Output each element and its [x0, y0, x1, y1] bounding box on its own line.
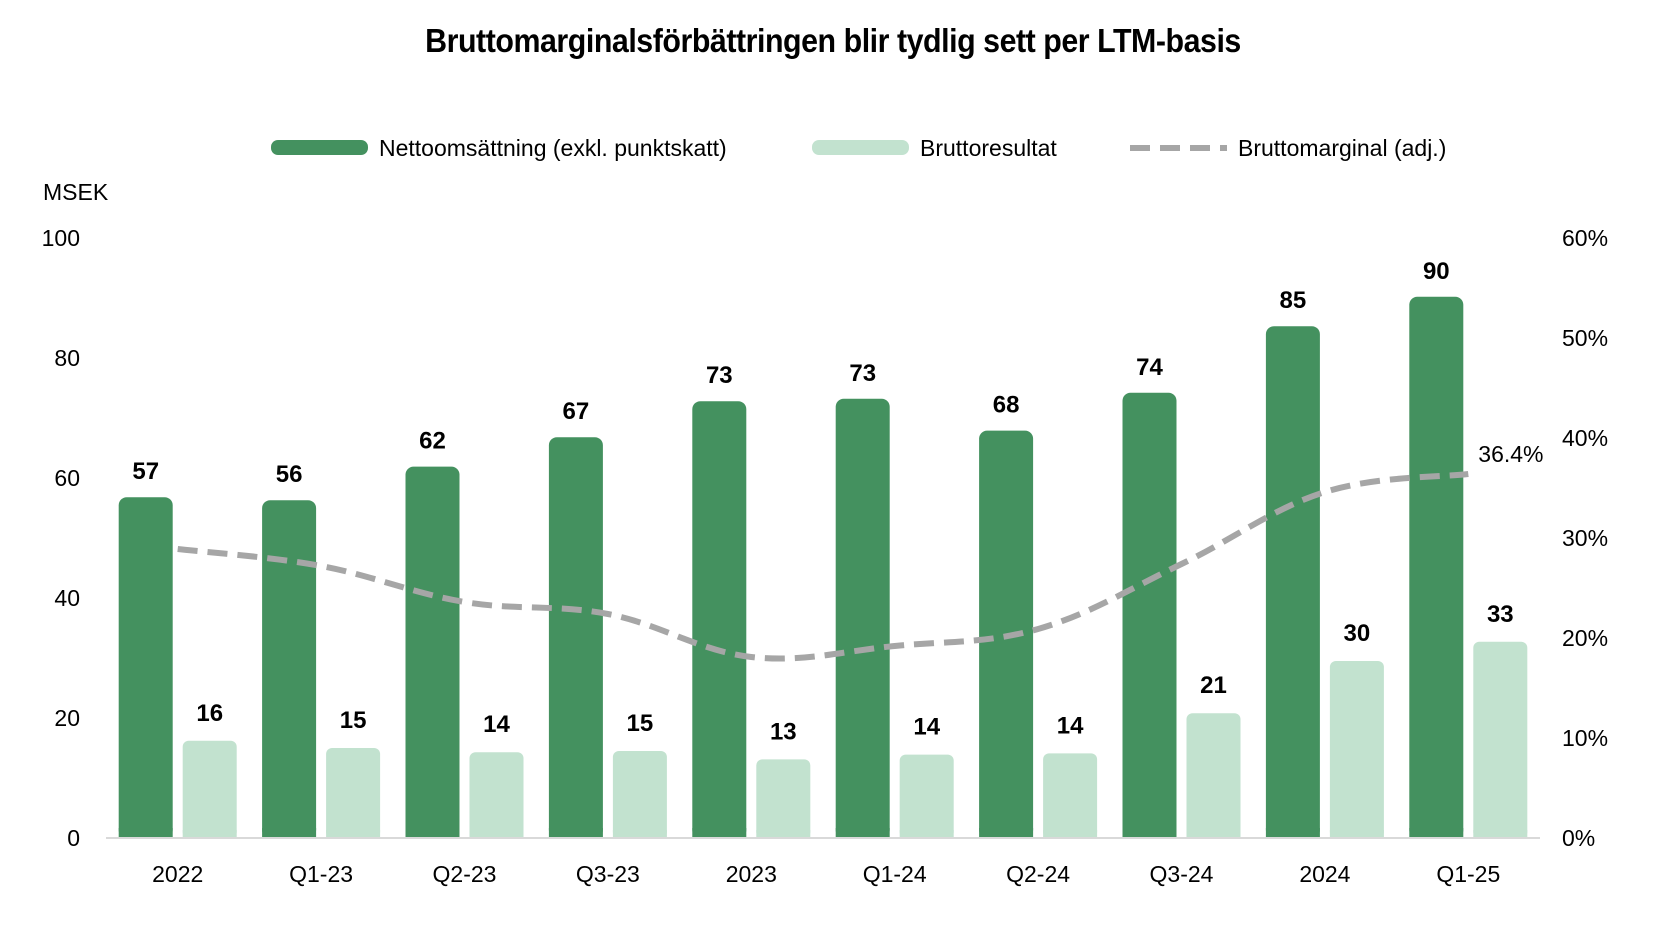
bar-bruttoresultat-base [1043, 830, 1098, 838]
bar-nettoomsattning [1122, 392, 1177, 838]
x-tick-label: 2024 [1299, 861, 1350, 887]
bar-nettoomsattning [405, 466, 460, 838]
bar-bruttoresultat [469, 752, 524, 838]
y-left-tick-label: 0 [67, 825, 80, 851]
bar-nettoomsattning [262, 500, 317, 838]
bar-nettoomsattning-base [1265, 828, 1320, 838]
line-point-bruttomarginal [320, 565, 322, 567]
data-label-nettoomsattning: 73 [706, 362, 733, 389]
data-label-bruttoresultat: 14 [1057, 712, 1084, 739]
data-label-nettoomsattning: 62 [419, 428, 446, 455]
x-tick-label: Q1-24 [863, 861, 927, 887]
x-tick-label: 2023 [726, 861, 777, 887]
bar-bruttoresultat-base [1473, 830, 1528, 838]
bar-nettoomsattning-base [118, 828, 173, 838]
bar-bruttoresultat-base [1186, 830, 1241, 838]
data-label-nettoomsattning: 74 [1136, 354, 1163, 381]
data-label-bruttoresultat: 33 [1487, 601, 1514, 628]
y-left-tick-label: 60 [54, 465, 80, 491]
data-label-nettoomsattning: 73 [849, 360, 876, 387]
bar-bruttoresultat [1473, 641, 1528, 838]
data-label-bruttoresultat: 14 [483, 711, 510, 738]
y-left-tick-label: 20 [54, 705, 80, 731]
y-right-tick-label: 20% [1562, 625, 1608, 651]
bar-nettoomsattning-base [979, 828, 1034, 838]
bar-bruttoresultat-base [469, 830, 524, 838]
bar-bruttoresultat-base [326, 830, 381, 838]
y-right-tick-label: 0% [1562, 825, 1595, 851]
chart-title: Bruttomarginalsförbättringen blir tydlig… [425, 22, 1241, 59]
legend-label-bruttoresultat: Bruttoresultat [920, 135, 1057, 161]
bar-bruttoresultat-base [182, 830, 237, 838]
data-label-bruttoresultat: 30 [1344, 620, 1371, 647]
line-point-bruttomarginal [1324, 491, 1326, 493]
bar-nettoomsattning [548, 437, 603, 838]
bar-nettoomsattning-base [262, 828, 317, 838]
bar-bruttoresultat [1043, 753, 1098, 838]
bar-bruttoresultat [1329, 661, 1384, 838]
y-right-tick-label: 30% [1562, 525, 1608, 551]
line-bruttomarginal [177, 471, 1469, 662]
data-label-bruttoresultat: 14 [913, 714, 940, 741]
x-tick-label: Q2-24 [1006, 861, 1070, 887]
bar-nettoomsattning-base [692, 828, 747, 838]
line-point-bruttomarginal [464, 601, 466, 603]
x-tick-label: Q1-23 [289, 861, 353, 887]
data-label-bruttoresultat: 13 [770, 718, 797, 745]
y-left-tick-label: 80 [54, 345, 80, 371]
legend-label-nettoomsattning: Nettoomsättning (exkl. punktskatt) [379, 135, 727, 161]
data-label-bruttoresultat: 15 [340, 707, 367, 734]
legend-swatch-nettoomsattning [271, 140, 368, 155]
data-label-nettoomsattning: 85 [1280, 287, 1307, 314]
y-right-tick-label: 10% [1562, 725, 1608, 751]
data-label-bruttomarginal: 36.4% [1478, 441, 1543, 467]
bar-bruttoresultat-base [612, 830, 667, 838]
bar-bruttoresultat [326, 748, 381, 838]
bar-nettoomsattning [1409, 296, 1464, 838]
bar-bruttoresultat-base [899, 830, 954, 838]
bar-nettoomsattning [1265, 326, 1320, 838]
bar-bruttoresultat-base [1329, 830, 1384, 838]
data-label-bruttoresultat: 16 [196, 700, 223, 727]
data-label-nettoomsattning: 56 [276, 461, 303, 488]
data-label-bruttoresultat: 21 [1200, 672, 1227, 699]
y-right-tick-label: 50% [1562, 325, 1608, 351]
y-axis-title: MSEK [43, 179, 109, 205]
bar-bruttoresultat-base [756, 830, 811, 838]
bar-nettoomsattning [835, 398, 890, 838]
bar-nettoomsattning [692, 401, 747, 838]
bar-nettoomsattning-base [1409, 828, 1464, 838]
bar-bruttoresultat [899, 754, 954, 838]
bar-nettoomsattning-base [548, 828, 603, 838]
x-tick-label: 2022 [152, 861, 203, 887]
legend-label-bruttomarginal: Bruttomarginal (adj.) [1238, 135, 1446, 161]
data-label-nettoomsattning: 67 [563, 398, 590, 425]
y-right-tick-label: 60% [1562, 225, 1608, 251]
y-left-tick-label: 100 [42, 225, 80, 251]
x-tick-label: Q1-25 [1436, 861, 1500, 887]
bar-nettoomsattning-base [1122, 828, 1177, 838]
y-left-tick-label: 40 [54, 585, 80, 611]
data-label-bruttoresultat: 15 [627, 710, 654, 737]
data-label-nettoomsattning: 57 [132, 458, 159, 485]
legend-swatch-bruttoresultat [812, 140, 909, 155]
data-label-nettoomsattning: 90 [1423, 258, 1450, 285]
bar-nettoomsattning [118, 497, 173, 838]
y-right-tick-label: 40% [1562, 425, 1608, 451]
bar-bruttoresultat [182, 740, 237, 838]
x-tick-label: Q3-23 [576, 861, 640, 887]
bar-bruttoresultat [1186, 713, 1241, 838]
x-tick-label: Q2-23 [433, 861, 497, 887]
bar-nettoomsattning-base [405, 828, 460, 838]
x-tick-label: Q3-24 [1150, 861, 1214, 887]
bar-bruttoresultat [612, 751, 667, 838]
bar-nettoomsattning-base [835, 828, 890, 838]
data-label-nettoomsattning: 68 [993, 392, 1020, 419]
bar-bruttoresultat [756, 759, 811, 838]
